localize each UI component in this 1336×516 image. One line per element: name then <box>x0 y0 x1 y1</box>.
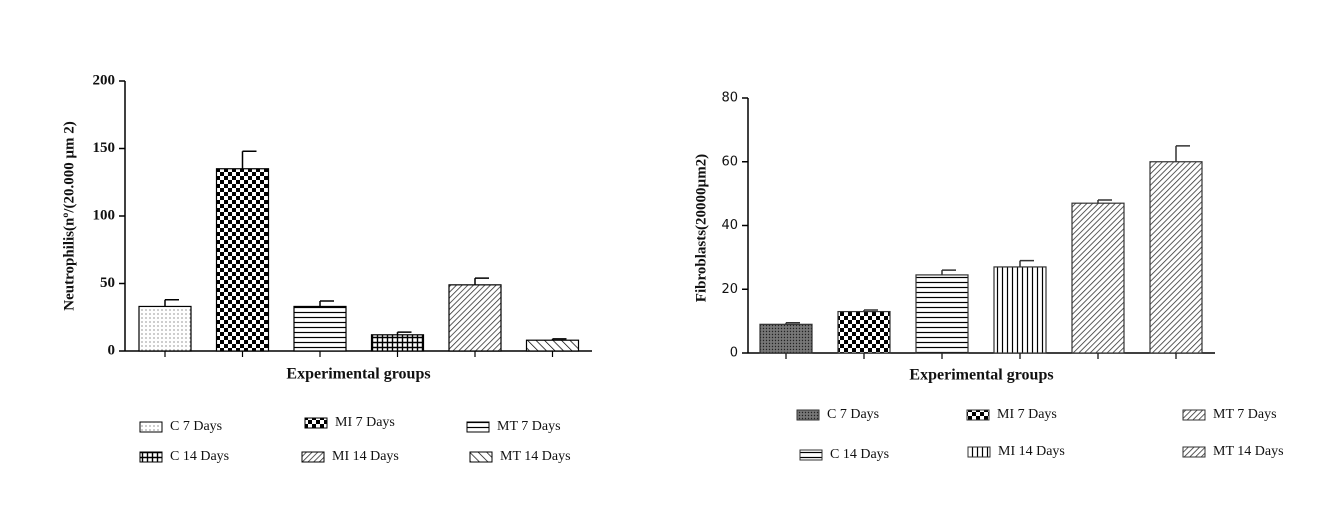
bar <box>448 284 502 352</box>
error-bar <box>941 269 956 275</box>
error-bar <box>319 300 334 307</box>
bar <box>837 310 891 354</box>
legend-label: C 7 Days <box>827 407 879 422</box>
bar <box>525 339 580 352</box>
legend-swatch <box>301 451 325 463</box>
bar <box>915 274 969 354</box>
y-tick-label: 0 <box>108 342 116 358</box>
legend-swatch <box>799 449 823 461</box>
legend-label: MT 7 Days <box>1213 407 1277 422</box>
legend-swatch <box>304 417 328 429</box>
bar <box>993 266 1047 354</box>
y-tick-label: 200 <box>93 72 116 88</box>
legend-swatch <box>796 409 820 421</box>
y-tick-label: 20 <box>721 282 738 297</box>
legend-label: MI 7 Days <box>335 415 395 430</box>
bar <box>370 334 425 352</box>
legend-swatch <box>139 451 163 463</box>
y-axis-label: Neutrophilis(nº/(20.000 μm 2) <box>61 121 77 310</box>
legend-swatch <box>1182 446 1206 458</box>
bar <box>138 305 192 352</box>
legend-swatch <box>967 446 991 458</box>
legend-label: C 14 Days <box>830 447 889 462</box>
y-axis-label: Fibroblasts(20000µm2) <box>693 154 709 302</box>
error-bar <box>1019 259 1034 267</box>
y-tick-label: 100 <box>93 207 116 223</box>
x-axis-label: Experimental groups <box>909 367 1053 384</box>
legend-swatch <box>139 421 163 433</box>
bar <box>1071 202 1125 354</box>
legend-label: MT 14 Days <box>500 449 571 464</box>
legend-swatch <box>466 421 490 433</box>
y-tick-label: 0 <box>730 346 738 361</box>
legend-label: MT 14 Days <box>1213 444 1284 459</box>
y-tick-label: 50 <box>100 275 115 291</box>
bar <box>1149 161 1203 354</box>
error-bar <box>474 277 489 285</box>
legend-swatch <box>469 451 493 463</box>
y-tick-label: 40 <box>721 218 738 233</box>
legend-swatch <box>966 409 990 421</box>
legend-label: MI 14 Days <box>332 449 399 464</box>
legend-label: MT 7 Days <box>497 419 561 434</box>
y-tick-label: 60 <box>721 154 738 169</box>
legend-label: C 14 Days <box>170 449 229 464</box>
legend-swatch <box>1182 409 1206 421</box>
error-bar <box>1175 145 1190 162</box>
error-bar <box>164 298 179 307</box>
bar <box>293 305 347 352</box>
bar <box>759 323 813 354</box>
bar <box>215 168 270 352</box>
legend-label: MI 14 Days <box>998 444 1065 459</box>
y-tick-label: 80 <box>721 91 738 106</box>
legend-label: MI 7 Days <box>997 407 1057 422</box>
error-bar <box>241 150 257 169</box>
legend-label: C 7 Days <box>170 419 222 434</box>
x-axis-label: Experimental groups <box>286 366 430 383</box>
y-tick-label: 150 <box>93 140 116 156</box>
